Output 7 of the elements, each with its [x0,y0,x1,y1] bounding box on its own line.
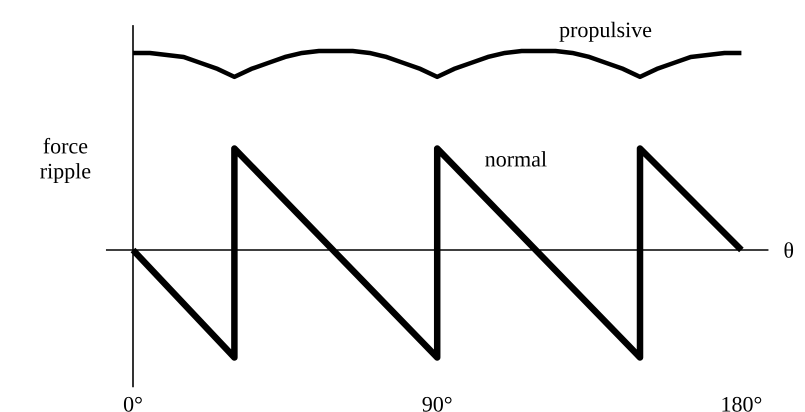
x-tick-label: 180° [722,396,762,412]
x-axis-title: θ [784,242,794,258]
x-tick-label: 90° [422,396,452,412]
series-label: normal [485,151,547,167]
x-tick-label: 0° [124,396,142,412]
y-axis-title: force ripple [40,138,90,184]
series-label: propulsive [559,22,652,42]
